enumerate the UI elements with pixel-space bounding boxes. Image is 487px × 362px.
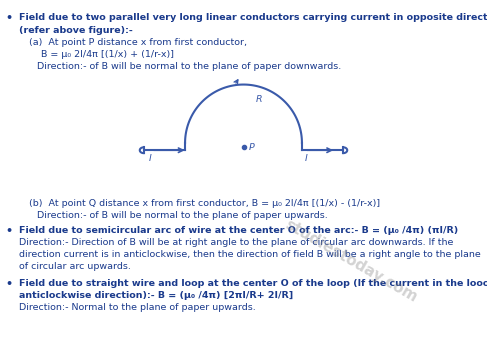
Text: P: P — [248, 143, 254, 152]
Text: Field due to two parallel very long linear conductors carrying current in opposi: Field due to two parallel very long line… — [19, 13, 487, 22]
Text: Direction:- Direction of B will be at right angle to the plane of circular arc d: Direction:- Direction of B will be at ri… — [19, 238, 453, 247]
Text: I: I — [149, 154, 151, 163]
Text: R: R — [256, 94, 262, 104]
Text: Direction:- Normal to the plane of paper upwards.: Direction:- Normal to the plane of paper… — [19, 303, 255, 312]
Text: B = μ₀ 2I/4π [(1/x) + (1/r-x)]: B = μ₀ 2I/4π [(1/x) + (1/r-x)] — [41, 50, 174, 59]
Text: Direction:- of B will be normal to the plane of paper upwards.: Direction:- of B will be normal to the p… — [37, 211, 327, 220]
Text: Field due to straight wire and loop at the center O of the loop (If the current : Field due to straight wire and loop at t… — [19, 279, 487, 288]
Text: I: I — [304, 154, 307, 163]
Text: Field due to semicircular arc of wire at the center O of the arc:- B = (μ₀ /4π) : Field due to semicircular arc of wire at… — [19, 226, 458, 235]
Text: anticlockwise direction):- B = (μ₀ /4π) [2πI/R+ 2I/R]: anticlockwise direction):- B = (μ₀ /4π) … — [19, 291, 293, 300]
Text: studiestoday.com: studiestoday.com — [282, 216, 419, 305]
Text: (refer above figure):-: (refer above figure):- — [19, 26, 132, 35]
Text: •: • — [6, 13, 13, 23]
Text: Direction:- of B will be normal to the plane of paper downwards.: Direction:- of B will be normal to the p… — [37, 62, 341, 71]
Text: •: • — [6, 279, 13, 289]
Text: (b)  At point Q distance x from first conductor, B = μ₀ 2I/4π [(1/x) - (1/r-x)]: (b) At point Q distance x from first con… — [29, 199, 380, 208]
Text: (a)  At point P distance x from first conductor,: (a) At point P distance x from first con… — [29, 38, 247, 47]
Text: direction current is in anticlockwise, then the direction of field B will be a r: direction current is in anticlockwise, t… — [19, 250, 480, 259]
Text: of circular arc upwards.: of circular arc upwards. — [19, 262, 131, 271]
Text: •: • — [6, 226, 13, 236]
